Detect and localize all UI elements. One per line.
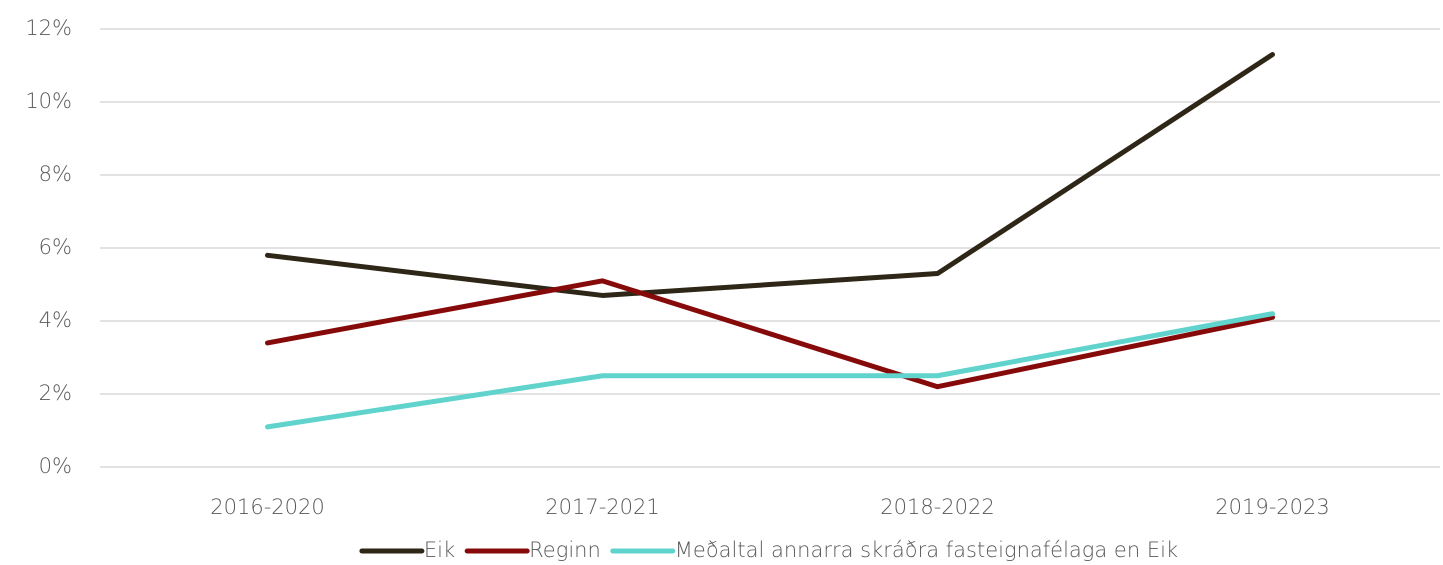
y-tick-label: 2% bbox=[39, 381, 72, 405]
x-tick-label: 2018-2022 bbox=[880, 495, 994, 519]
line-series bbox=[265, 52, 1275, 298]
x-tick-label: 2016-2020 bbox=[210, 495, 324, 519]
line-series bbox=[265, 278, 1275, 390]
line-series bbox=[265, 311, 1275, 430]
y-tick-label: 10% bbox=[25, 89, 72, 113]
legend-label: Reginn bbox=[529, 538, 601, 562]
y-tick-label: 4% bbox=[39, 308, 72, 332]
x-tick-label: 2019-2023 bbox=[1215, 495, 1329, 519]
legend-label: Meðaltal annarra skráðra fasteignafélaga… bbox=[675, 538, 1178, 562]
y-tick-label: 0% bbox=[39, 454, 72, 478]
y-tick-label: 6% bbox=[39, 235, 72, 259]
x-tick-label: 2017-2021 bbox=[545, 495, 659, 519]
legend: Eik Reginn Meðaltal annarra skráðra fastei… bbox=[359, 538, 1178, 562]
y-tick-label: 8% bbox=[39, 162, 72, 186]
y-tick-label: 12% bbox=[25, 16, 72, 40]
legend-label: Eik bbox=[424, 538, 455, 562]
